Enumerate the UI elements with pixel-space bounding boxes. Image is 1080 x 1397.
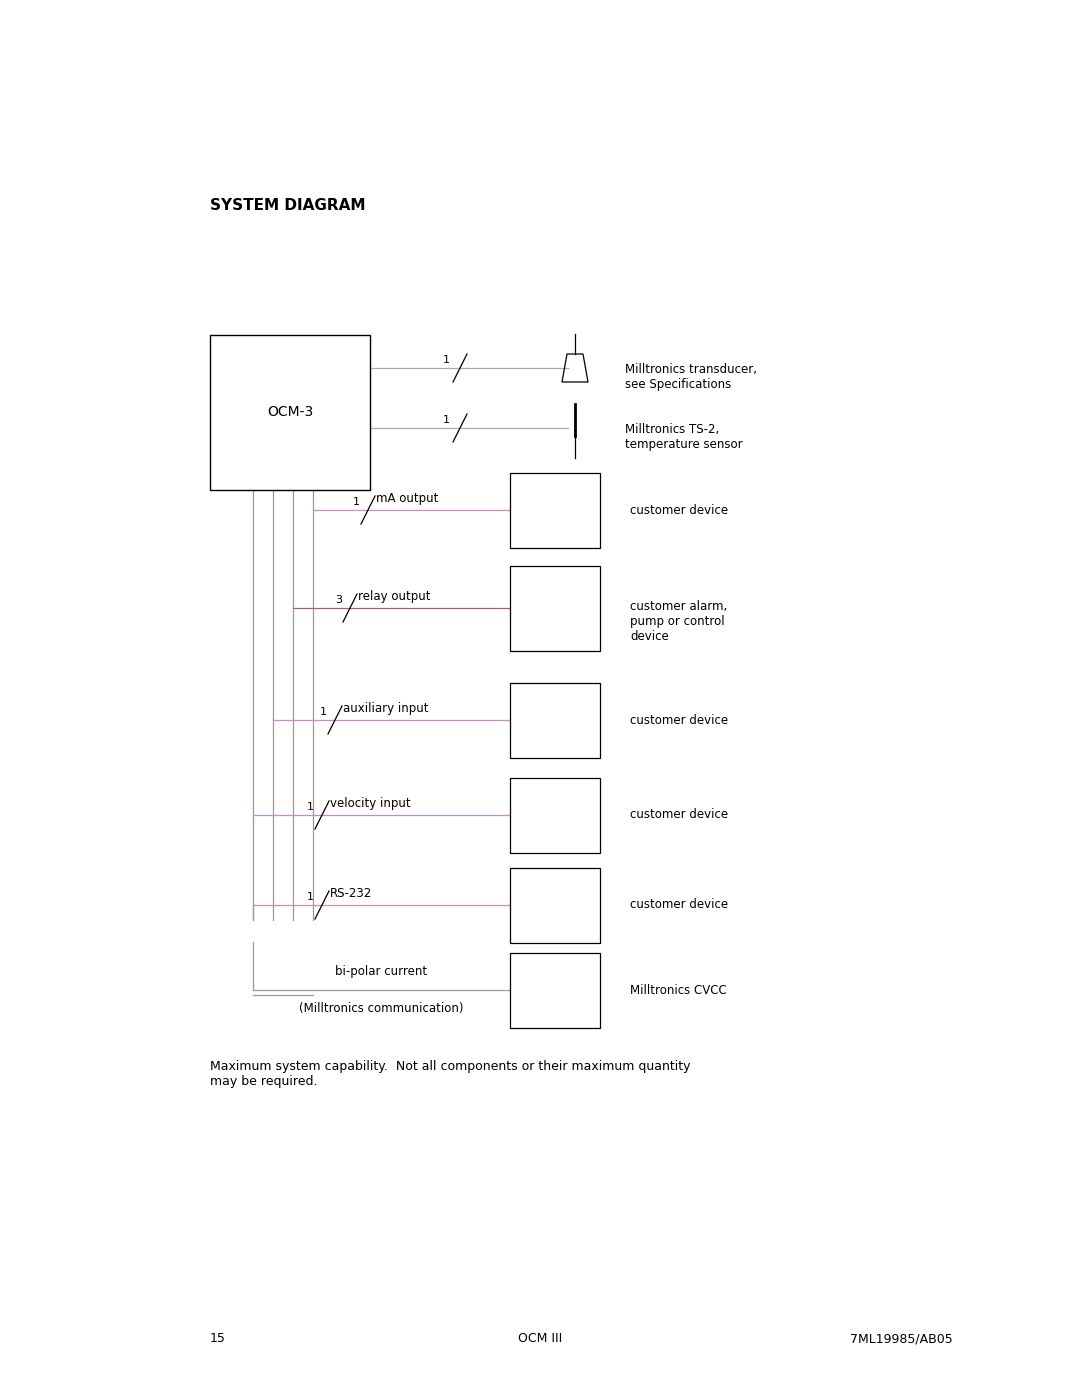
Text: 1: 1 (443, 415, 450, 425)
Bar (210, 335, 370, 490)
Text: 1: 1 (307, 802, 314, 812)
Text: 15: 15 (210, 1331, 226, 1345)
Text: mA output: mA output (376, 492, 438, 504)
Text: 1: 1 (307, 893, 314, 902)
Text: bi-polar current: bi-polar current (336, 965, 428, 978)
Text: Maximum system capability.  Not all components or their maximum quantity
may be : Maximum system capability. Not all compo… (210, 1060, 690, 1088)
Bar (510, 868, 600, 943)
Text: 1: 1 (353, 497, 360, 507)
Text: OCM-3: OCM-3 (267, 405, 313, 419)
Bar (510, 953, 600, 1028)
Bar (510, 683, 600, 757)
Text: customer device: customer device (630, 714, 728, 726)
Text: RS-232: RS-232 (330, 887, 373, 900)
Text: customer device: customer device (630, 898, 728, 911)
Text: customer alarm,
pump or control
device: customer alarm, pump or control device (630, 599, 727, 643)
Text: 1: 1 (443, 355, 450, 365)
Text: customer device: customer device (630, 809, 728, 821)
Text: Milltronics CVCC: Milltronics CVCC (630, 983, 727, 996)
Text: 7ML19985/AB05: 7ML19985/AB05 (850, 1331, 953, 1345)
Bar (510, 778, 600, 852)
Text: SYSTEM DIAGRAM: SYSTEM DIAGRAM (210, 198, 365, 212)
Text: 1: 1 (320, 707, 327, 717)
Text: Milltronics transducer,
see Specifications: Milltronics transducer, see Specificatio… (625, 363, 757, 391)
Text: customer device: customer device (630, 503, 728, 517)
Text: Milltronics TS-2,
temperature sensor: Milltronics TS-2, temperature sensor (625, 423, 743, 451)
Text: auxiliary input: auxiliary input (343, 703, 429, 715)
Text: OCM III: OCM III (518, 1331, 562, 1345)
Bar (510, 566, 600, 651)
Text: (Milltronics communication): (Milltronics communication) (299, 1002, 463, 1016)
Text: 3: 3 (335, 595, 342, 605)
Text: velocity input: velocity input (330, 798, 410, 810)
Bar (510, 472, 600, 548)
Text: relay output: relay output (357, 590, 431, 604)
